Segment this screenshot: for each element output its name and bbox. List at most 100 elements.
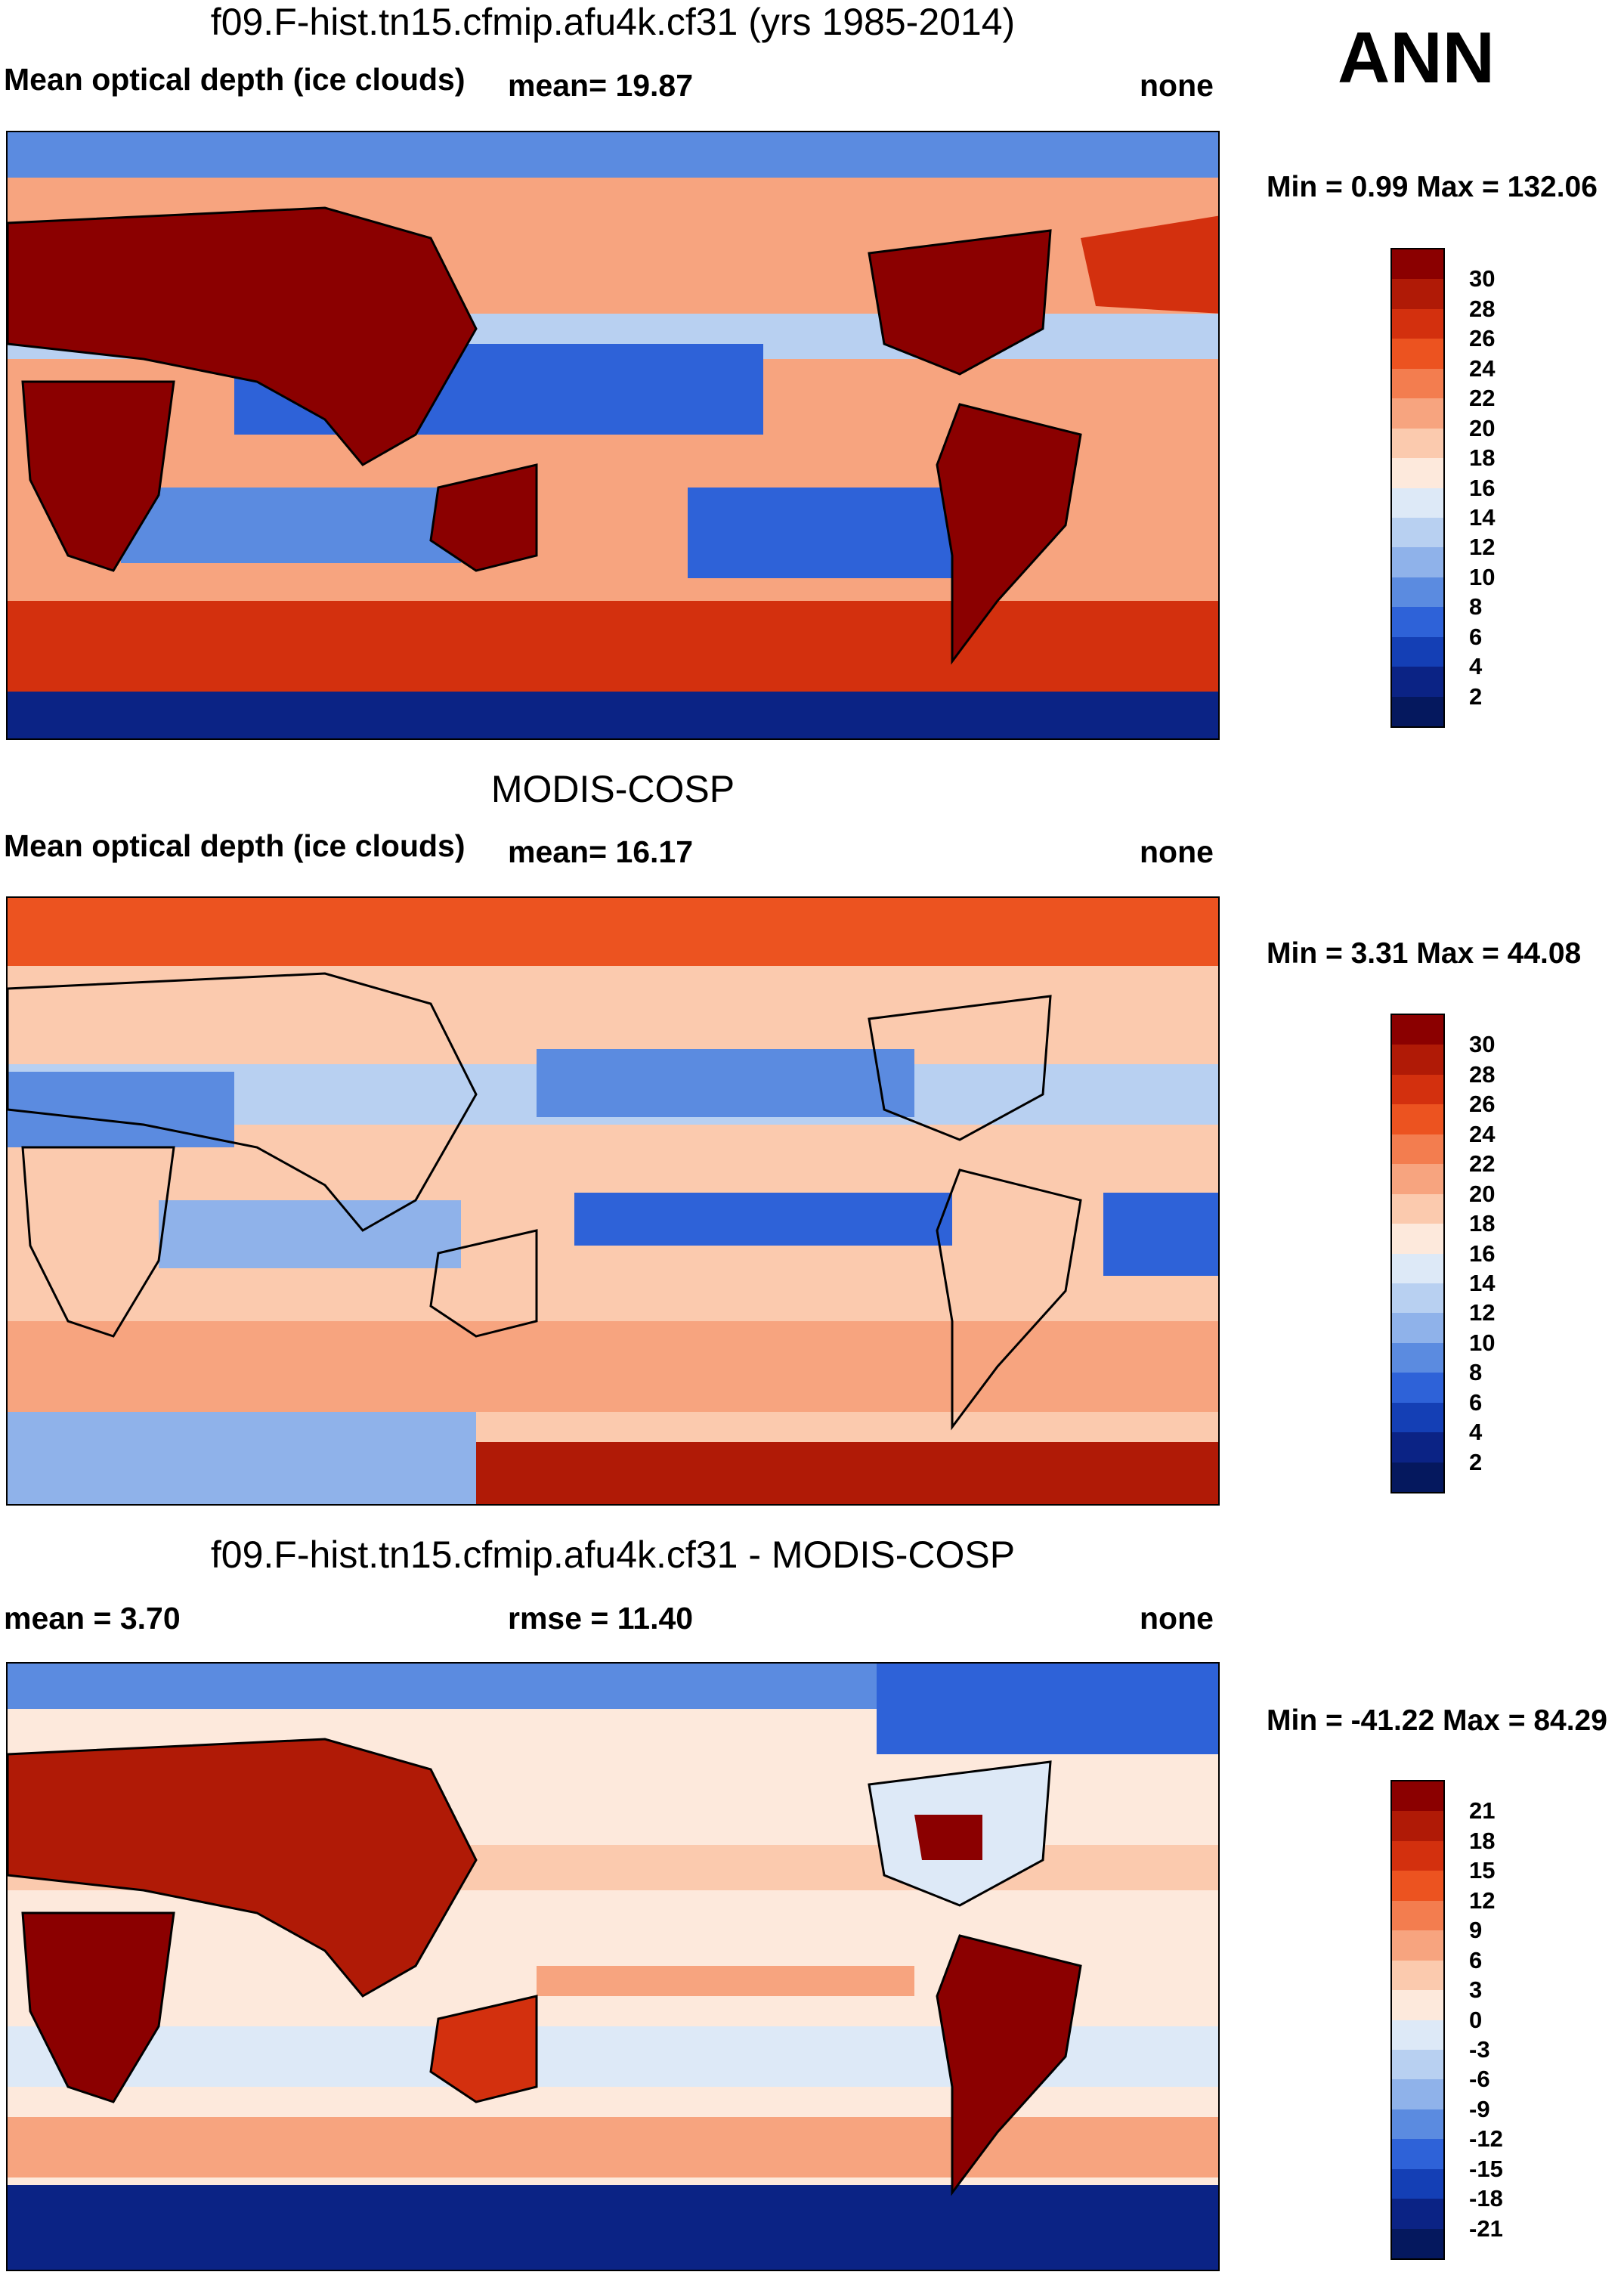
colorbar-segment: [1392, 1373, 1443, 1403]
panel1-min-max: Min = 0.99 Max = 132.06: [1267, 171, 1598, 203]
panel1-colorbar: [1390, 248, 1445, 728]
season-label: ANN: [1338, 17, 1495, 98]
colorbar-tick-label: 8: [1469, 593, 1483, 621]
colorbar-segment: [1392, 1990, 1443, 2020]
colorbar-segment: [1392, 1134, 1443, 1165]
colorbar-segment: [1392, 696, 1443, 726]
colorbar-tick-label: 9: [1469, 1917, 1483, 1944]
colorbar-tick-label: 22: [1469, 1150, 1496, 1178]
colorbar-segment: [1392, 1930, 1443, 1961]
colorbar-segment: [1392, 2049, 1443, 2080]
panel3-units: none: [1140, 1601, 1214, 1636]
colorbar-segment: [1392, 2168, 1443, 2199]
panel2-map: [6, 896, 1220, 1506]
colorbar-tick-label: 12: [1469, 1299, 1496, 1326]
panel1-map-svg: [8, 132, 1218, 738]
colorbar-tick-label: -21: [1469, 2215, 1503, 2242]
colorbar-tick-label: 30: [1469, 265, 1496, 292]
colorbar-segment: [1392, 488, 1443, 518]
colorbar-tick-label: 10: [1469, 1329, 1496, 1356]
colorbar-tick-label: 6: [1469, 623, 1483, 650]
colorbar-segment: [1392, 1193, 1443, 1224]
colorbar-tick-label: 26: [1469, 325, 1496, 352]
colorbar-tick-label: 24: [1469, 354, 1496, 382]
colorbar-tick-label: 14: [1469, 1269, 1496, 1296]
colorbar-segment: [1392, 547, 1443, 577]
colorbar-tick-label: -9: [1469, 2095, 1490, 2122]
panel3-colorbar: [1390, 1780, 1445, 2260]
colorbar-tick-label: 26: [1469, 1091, 1496, 1118]
panel3-map-svg: [8, 1664, 1218, 2270]
colorbar-tick-label: 16: [1469, 1240, 1496, 1267]
colorbar-tick-label: 20: [1469, 414, 1496, 441]
colorbar-segment: [1392, 279, 1443, 309]
colorbar-tick-label: 2: [1469, 1448, 1483, 1475]
colorbar-segment: [1392, 308, 1443, 339]
colorbar-segment: [1392, 1781, 1443, 1812]
colorbar-segment: [1392, 339, 1443, 369]
colorbar-segment: [1392, 1840, 1443, 1871]
colorbar-tick-label: 30: [1469, 1031, 1496, 1058]
panel2-units: none: [1140, 834, 1214, 869]
colorbar-segment: [1392, 1462, 1443, 1492]
colorbar-segment: [1392, 2079, 1443, 2109]
colorbar-tick-label: 21: [1469, 1797, 1496, 1825]
colorbar-segment: [1392, 2139, 1443, 2169]
colorbar-tick-label: 24: [1469, 1120, 1496, 1147]
colorbar-tick-label: 18: [1469, 1827, 1496, 1854]
colorbar-segment: [1392, 1871, 1443, 1901]
colorbar-tick-label: -6: [1469, 2066, 1490, 2093]
colorbar-segment: [1392, 1960, 1443, 1991]
panel2-colorbar: [1390, 1014, 1445, 1493]
colorbar-segment: [1392, 1074, 1443, 1105]
panel1-units: none: [1140, 68, 1214, 103]
colorbar-tick-label: 12: [1469, 1887, 1496, 1914]
colorbar-segment: [1392, 1224, 1443, 1254]
colorbar-tick-label: 8: [1469, 1359, 1483, 1386]
colorbar-segment: [1392, 1313, 1443, 1343]
colorbar-segment: [1392, 428, 1443, 459]
colorbar-tick-label: 4: [1469, 653, 1483, 680]
colorbar-segment: [1392, 368, 1443, 399]
panel2-left-label: Mean optical depth (ice clouds): [4, 828, 466, 863]
colorbar-segment: [1392, 1811, 1443, 1841]
panel2-min-max: Min = 3.31 Max = 44.08: [1267, 937, 1582, 970]
colorbar-tick-label: 28: [1469, 295, 1496, 322]
colorbar-tick-label: 18: [1469, 1210, 1496, 1237]
colorbar-segment: [1392, 2109, 1443, 2140]
colorbar-tick-label: -18: [1469, 2185, 1503, 2212]
panel1-title: f09.F-hist.tn15.cfmip.afu4k.cf31 (yrs 19…: [210, 1, 1016, 43]
colorbar-segment: [1392, 1402, 1443, 1433]
colorbar-tick-label: 18: [1469, 444, 1496, 472]
colorbar-tick-label: 4: [1469, 1419, 1483, 1446]
colorbar-tick-label: 6: [1469, 1388, 1483, 1416]
colorbar-segment: [1392, 636, 1443, 667]
colorbar-segment: [1392, 2199, 1443, 2229]
colorbar-tick-label: 28: [1469, 1060, 1496, 1088]
panel3-rmse: rmse = 11.40: [508, 1601, 694, 1636]
colorbar-segment: [1392, 1342, 1443, 1373]
panel1-map: [6, 131, 1220, 740]
colorbar-segment: [1392, 1045, 1443, 1075]
colorbar-tick-label: 15: [1469, 1857, 1496, 1884]
colorbar-segment: [1392, 2020, 1443, 2050]
colorbar-segment: [1392, 1104, 1443, 1134]
panel1-mean: mean= 19.87: [508, 68, 694, 103]
colorbar-segment: [1392, 1253, 1443, 1283]
colorbar-tick-label: 0: [1469, 2006, 1483, 2033]
colorbar-tick-label: 14: [1469, 503, 1496, 531]
panel2-map-svg: [8, 898, 1218, 1504]
colorbar-segment: [1392, 577, 1443, 608]
colorbar-tick-label: 12: [1469, 534, 1496, 561]
colorbar-segment: [1392, 667, 1443, 697]
panel3-mean: mean = 3.70: [4, 1601, 181, 1636]
colorbar-tick-label: -12: [1469, 2125, 1503, 2153]
colorbar-segment: [1392, 1283, 1443, 1314]
colorbar-segment: [1392, 458, 1443, 488]
colorbar-segment: [1392, 517, 1443, 548]
colorbar-segment: [1392, 2228, 1443, 2258]
colorbar-tick-label: 3: [1469, 1976, 1483, 2004]
colorbar-tick-label: 20: [1469, 1180, 1496, 1207]
panel2-mean: mean= 16.17: [508, 834, 694, 869]
colorbar-tick-label: 2: [1469, 682, 1483, 710]
